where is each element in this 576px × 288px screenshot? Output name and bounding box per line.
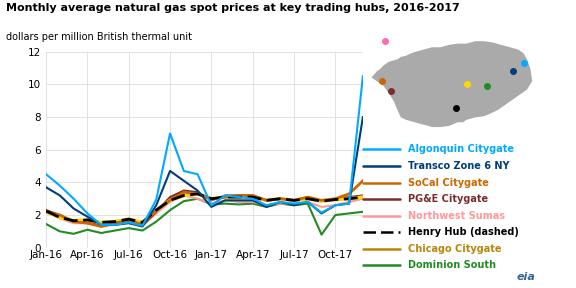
Text: Transco Zone 6 NY: Transco Zone 6 NY — [408, 161, 510, 171]
Text: dollars per million British thermal unit: dollars per million British thermal unit — [6, 32, 192, 42]
Text: Monthly average natural gas spot prices at key trading hubs, 2016-2017: Monthly average natural gas spot prices … — [6, 3, 460, 13]
Text: Henry Hub (dashed): Henry Hub (dashed) — [408, 227, 520, 237]
Text: Dominion South: Dominion South — [408, 260, 497, 270]
Text: Chicago Citygate: Chicago Citygate — [408, 244, 502, 254]
Text: eia: eia — [517, 272, 536, 282]
Text: Algonquin Citygate: Algonquin Citygate — [408, 144, 514, 154]
Polygon shape — [372, 41, 532, 127]
Text: PG&E Citygate: PG&E Citygate — [408, 194, 488, 204]
Text: SoCal Citygate: SoCal Citygate — [408, 177, 490, 187]
Text: Northwest Sumas: Northwest Sumas — [408, 211, 506, 221]
